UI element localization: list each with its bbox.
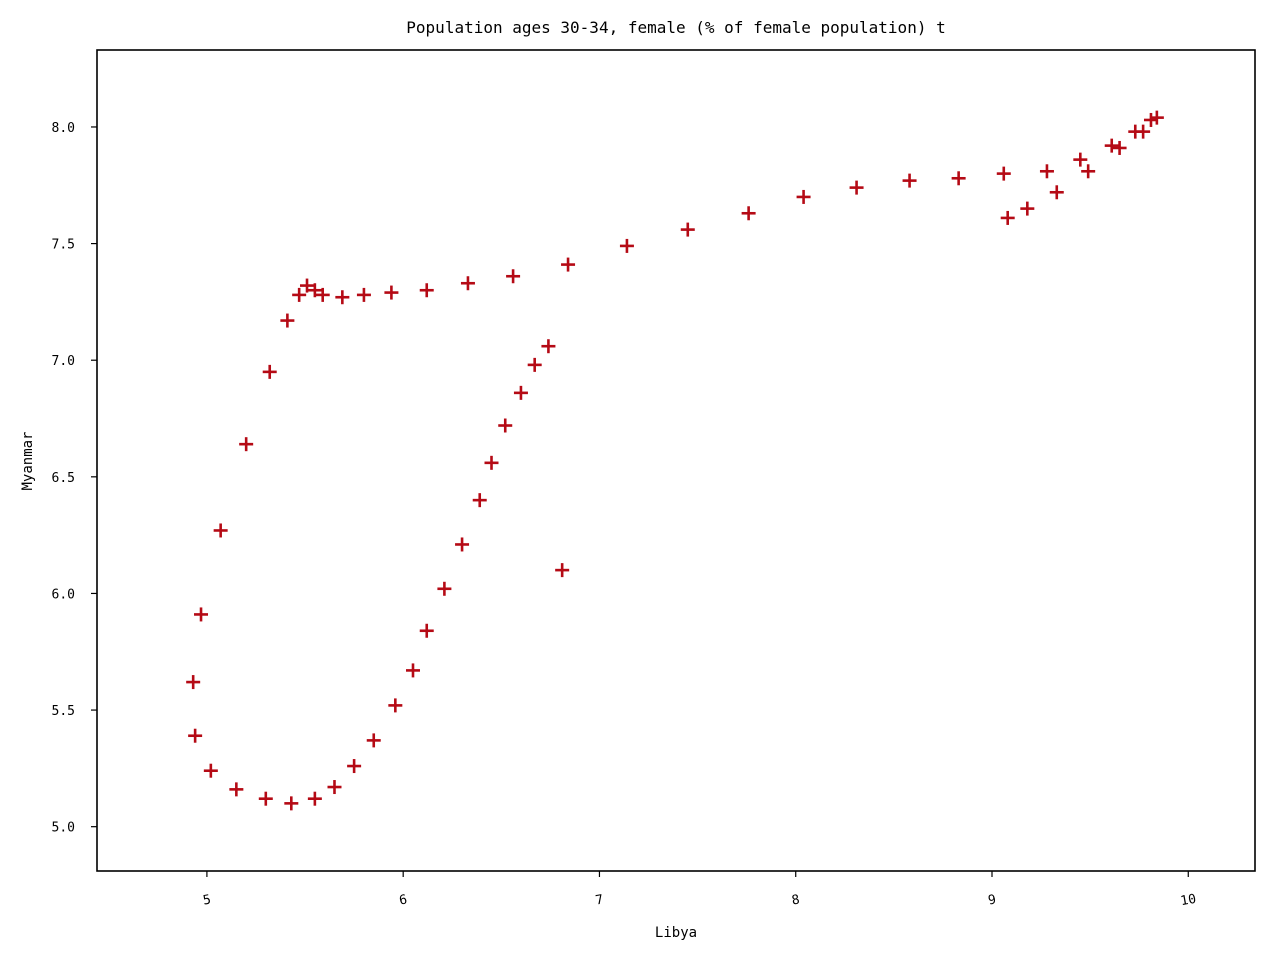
data-point bbox=[1081, 164, 1096, 179]
y-tick-label: 6.5 bbox=[52, 471, 75, 486]
x-tick-label: 6 bbox=[398, 892, 408, 908]
data-point bbox=[384, 285, 399, 300]
data-point bbox=[741, 206, 756, 221]
data-point bbox=[527, 357, 542, 372]
data-point bbox=[541, 339, 556, 354]
data-point bbox=[284, 796, 299, 811]
data-point bbox=[1020, 201, 1035, 216]
y-tick-label: 5.5 bbox=[52, 704, 75, 719]
data-point bbox=[194, 607, 209, 622]
data-point bbox=[419, 623, 434, 638]
y-tick-label: 7.0 bbox=[52, 354, 75, 369]
y-tick-label: 8.0 bbox=[52, 121, 75, 136]
data-point bbox=[229, 782, 244, 797]
data-point bbox=[680, 222, 695, 237]
data-point bbox=[1112, 140, 1127, 155]
data-point bbox=[996, 166, 1011, 181]
x-tick-label: 10 bbox=[1179, 892, 1197, 909]
x-tick-label: 7 bbox=[594, 892, 604, 908]
data-point bbox=[796, 189, 811, 204]
data-point bbox=[315, 287, 330, 302]
data-point bbox=[951, 171, 966, 186]
data-point bbox=[335, 290, 350, 305]
data-point bbox=[388, 698, 403, 713]
data-points bbox=[186, 110, 1164, 811]
data-point bbox=[472, 493, 487, 508]
data-point bbox=[1073, 152, 1088, 167]
data-point bbox=[849, 180, 864, 195]
x-axis-label: Libya bbox=[655, 925, 697, 941]
data-point bbox=[347, 759, 362, 774]
x-tick-label: 8 bbox=[791, 892, 801, 908]
data-point bbox=[356, 287, 371, 302]
y-tick-label: 6.0 bbox=[52, 587, 75, 602]
chart-title: Population ages 30-34, female (% of fema… bbox=[406, 18, 945, 37]
data-point bbox=[460, 276, 475, 291]
plot-frame bbox=[96, 49, 1256, 872]
y-axis-label: Myanmar bbox=[20, 431, 36, 490]
data-point bbox=[1149, 110, 1164, 125]
data-point bbox=[292, 287, 307, 302]
data-point bbox=[484, 455, 499, 470]
data-point bbox=[1104, 138, 1119, 153]
data-point bbox=[1136, 124, 1151, 139]
data-point bbox=[619, 238, 634, 253]
data-point bbox=[213, 523, 228, 538]
data-point bbox=[555, 563, 570, 578]
data-point bbox=[506, 269, 521, 284]
data-point bbox=[203, 763, 218, 778]
y-tick-label: 7.5 bbox=[52, 238, 75, 253]
data-point bbox=[1039, 164, 1054, 179]
data-point bbox=[455, 537, 470, 552]
x-tick-label: 5 bbox=[202, 892, 212, 908]
y-axis: 5.0 5.5 6.0 6.5 7.0 7.5 8.0 bbox=[52, 121, 97, 836]
data-point bbox=[307, 283, 322, 298]
data-point bbox=[280, 313, 295, 328]
data-point bbox=[327, 780, 342, 795]
data-point bbox=[239, 437, 254, 452]
data-point bbox=[188, 728, 203, 743]
data-point bbox=[1049, 185, 1064, 200]
data-point bbox=[513, 385, 528, 400]
data-point bbox=[258, 791, 273, 806]
data-point bbox=[262, 364, 277, 379]
y-tick-label: 5.0 bbox=[52, 821, 75, 836]
data-point bbox=[405, 663, 420, 678]
data-point bbox=[902, 173, 917, 188]
data-point bbox=[186, 675, 201, 690]
data-point bbox=[561, 257, 576, 272]
data-point bbox=[498, 418, 513, 433]
x-tick-label: 9 bbox=[987, 892, 997, 908]
x-axis: 5 6 7 8 9 10 bbox=[202, 871, 1197, 909]
data-point bbox=[437, 581, 452, 596]
data-point bbox=[1000, 210, 1015, 225]
data-point bbox=[366, 733, 381, 748]
data-point bbox=[307, 791, 322, 806]
data-point bbox=[300, 278, 315, 293]
data-point bbox=[419, 283, 434, 298]
